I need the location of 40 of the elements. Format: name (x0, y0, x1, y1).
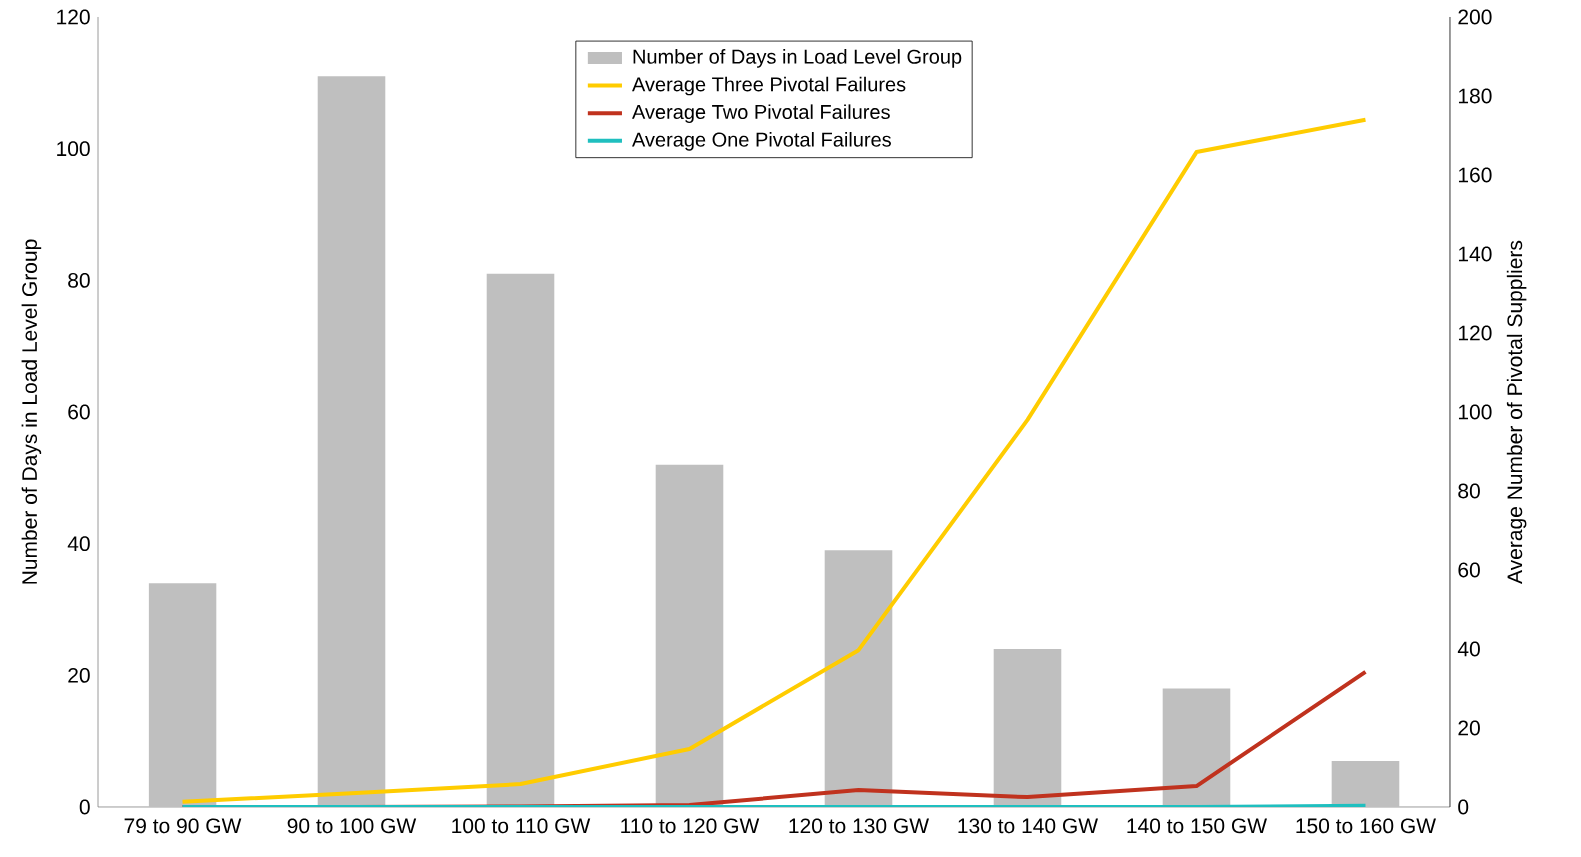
y2-tick-label: 0 (1458, 799, 1469, 815)
x-tick-label: 150 to 160 GW (1296, 818, 1436, 834)
y2-tick-label: 20 (1458, 720, 1480, 736)
bar (1331, 760, 1400, 807)
legend-label: Number of Days in Load Level Group (633, 49, 962, 68)
legend-label: Average Two Pivotal Failures (632, 104, 890, 124)
bar (993, 648, 1062, 807)
y2-tick-label: 80 (1458, 483, 1480, 499)
y2-tick-label: 100 (1458, 404, 1492, 420)
y2-tick-label: 120 (1458, 325, 1492, 341)
legend-label: Average One Pivotal Failures (632, 132, 891, 151)
bar (317, 76, 386, 807)
x-tick-label: 140 to 150 GW (1127, 818, 1267, 834)
y-tick-label: 20 (68, 667, 90, 683)
x-tick-label: 100 to 110 GW (452, 818, 591, 834)
x-tick-label: 90 to 100 GW (287, 818, 417, 834)
y-tick-label: 120 (57, 9, 90, 25)
y2-tick-label: 40 (1457, 641, 1480, 657)
legend-label: Average Three Pivotal Failures (632, 76, 906, 96)
x-tick-label: 79 to 90 GW (124, 818, 242, 834)
y-tick-label: 80 (68, 272, 90, 288)
y-axis-title: Number of Days in Load Level Group (21, 239, 42, 584)
y-tick-label: 100 (57, 141, 90, 157)
bar (824, 550, 893, 807)
y-tick-label: 0 (79, 799, 90, 815)
bar (148, 583, 217, 807)
bar (655, 464, 724, 807)
y-tick-label: 60 (68, 404, 90, 420)
y2-tick-label: 160 (1458, 167, 1492, 183)
y2-axis-title: Average Number of Pivotal Suppliers (1506, 240, 1527, 584)
y2-tick-label: 60 (1458, 562, 1480, 578)
bar (486, 273, 555, 807)
bar (1162, 688, 1231, 807)
y2-tick-label: 180 (1458, 88, 1492, 104)
y2-tick-label: 140 (1458, 246, 1492, 262)
x-tick-label: 110 to 120 GW (621, 818, 760, 834)
x-tick-label: 130 to 140 GW (958, 818, 1098, 834)
x-tick-label: 120 to 130 GW (789, 818, 929, 834)
y-tick-label: 40 (67, 536, 90, 552)
y2-tick-label: 200 (1458, 9, 1492, 25)
